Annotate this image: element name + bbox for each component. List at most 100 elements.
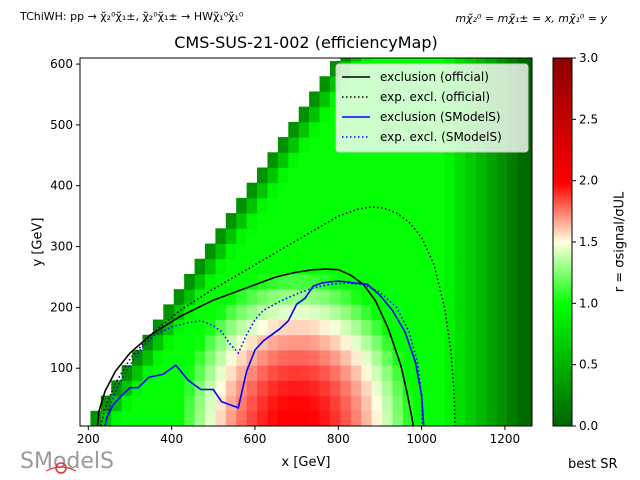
heatmap-cell <box>507 410 518 426</box>
heatmap-cell <box>132 410 143 426</box>
mass-relation-label: mχ̃₂⁰ = mχ̃₁± = x, mχ̃₁⁰ = y <box>455 12 607 25</box>
heatmap-cell <box>413 58 425 62</box>
heatmap-cell <box>434 167 446 184</box>
heatmap-cell <box>454 334 466 351</box>
heatmap-cell <box>413 197 425 214</box>
logo-text: SModelS <box>20 449 114 474</box>
heatmap-cell <box>319 258 331 275</box>
heatmap-cell <box>204 349 216 366</box>
heatmap-cell <box>465 273 477 290</box>
heatmap-cell <box>486 58 498 62</box>
heatmap-cell <box>361 334 373 351</box>
heatmap-cell <box>267 349 279 366</box>
heatmap-cell <box>319 380 331 397</box>
heatmap-cell <box>371 380 383 397</box>
heatmap-cell <box>527 167 532 184</box>
heatmap-cell <box>517 182 529 199</box>
heatmap-cell <box>392 395 404 412</box>
heatmap-cell <box>371 197 383 214</box>
heatmap-cell <box>361 213 373 229</box>
heatmap-cell <box>507 182 518 199</box>
heatmap-cell <box>246 213 258 229</box>
heatmap-cell <box>298 213 310 229</box>
heatmap-cell <box>527 349 532 366</box>
heatmap-cell <box>298 349 310 366</box>
heatmap-cell <box>152 410 164 426</box>
heatmap-cell <box>527 152 532 168</box>
heatmap-cell <box>204 258 216 275</box>
heatmap-cell <box>319 334 331 351</box>
heatmap-cell <box>507 273 518 290</box>
heatmap-cell <box>496 213 508 229</box>
heatmap-cell <box>204 395 216 412</box>
heatmap-cell <box>382 258 393 275</box>
heatmap-cell <box>507 289 518 305</box>
heatmap-cell <box>361 243 373 260</box>
heatmap-cell <box>465 365 477 381</box>
heatmap-cell <box>423 289 435 305</box>
y-tick-label: 500 <box>50 118 73 132</box>
heatmap-cell <box>236 410 248 426</box>
heatmap-cell <box>423 167 435 184</box>
heatmap-cell <box>413 258 425 275</box>
heatmap-cell <box>350 289 362 305</box>
heatmap-cell <box>277 395 289 412</box>
heatmap-cell <box>402 258 414 275</box>
heatmap-cell <box>309 304 321 321</box>
heatmap-cell <box>361 258 373 275</box>
heatmap-cell <box>225 304 237 321</box>
heatmap-cell <box>361 152 373 168</box>
heatmap-cell <box>392 410 404 426</box>
heatmap-cell <box>121 365 133 381</box>
heatmap-cell <box>507 152 518 168</box>
heatmap-cell <box>475 304 487 321</box>
heatmap-cell <box>288 304 300 321</box>
series-line <box>96 268 415 426</box>
heatmap-cell <box>257 395 268 412</box>
heatmap-cell <box>298 167 310 184</box>
heatmap-cell <box>361 167 373 184</box>
heatmap-cell <box>173 319 185 336</box>
x-tick-label: 200 <box>77 432 100 446</box>
heatmap-cell <box>402 182 414 199</box>
heatmap-cell <box>194 334 206 351</box>
smodels-logo: SModelS <box>20 449 114 474</box>
heatmap-cell <box>350 349 362 366</box>
heatmap-cell <box>329 349 341 366</box>
heatmap-cell <box>434 152 446 168</box>
heatmap-cell <box>288 410 300 426</box>
heatmap-cell <box>402 380 414 397</box>
heatmap-cell <box>423 58 435 62</box>
heatmap-cell <box>329 365 341 381</box>
heatmap-cell <box>361 410 373 426</box>
heatmap-cell <box>267 395 279 412</box>
heatmap-cell <box>392 152 404 168</box>
heatmap-cell <box>454 228 466 245</box>
heatmap-cell <box>475 395 487 412</box>
legend: exclusion (official) exp. excl. (official… <box>335 63 529 153</box>
heatmap-cell <box>329 152 341 168</box>
heatmap-cell <box>527 182 532 199</box>
heatmap-cell <box>225 349 237 366</box>
heatmap-cell <box>225 258 237 275</box>
heatmap-cell <box>413 213 425 229</box>
heatmap-cell <box>111 395 123 412</box>
y-axis-label: y [GeV] <box>30 217 46 267</box>
heatmap-cell <box>309 365 321 381</box>
heatmap-cell <box>496 273 508 290</box>
heatmap-cell <box>475 243 487 260</box>
heatmap-cell <box>257 319 268 336</box>
heatmap-cell <box>392 58 404 62</box>
heatmap-cell <box>507 197 518 214</box>
heatmap-cell <box>215 228 227 245</box>
heatmap-cell <box>288 365 300 381</box>
heatmap-cell <box>319 410 331 426</box>
heatmap-cell <box>298 273 310 290</box>
heatmap-cell <box>215 410 227 426</box>
heatmap-cell <box>465 334 477 351</box>
heatmap-cell <box>382 365 393 381</box>
heatmap-cell <box>152 380 164 397</box>
heatmap-cell <box>507 395 518 412</box>
heatmap-cell <box>111 410 123 426</box>
